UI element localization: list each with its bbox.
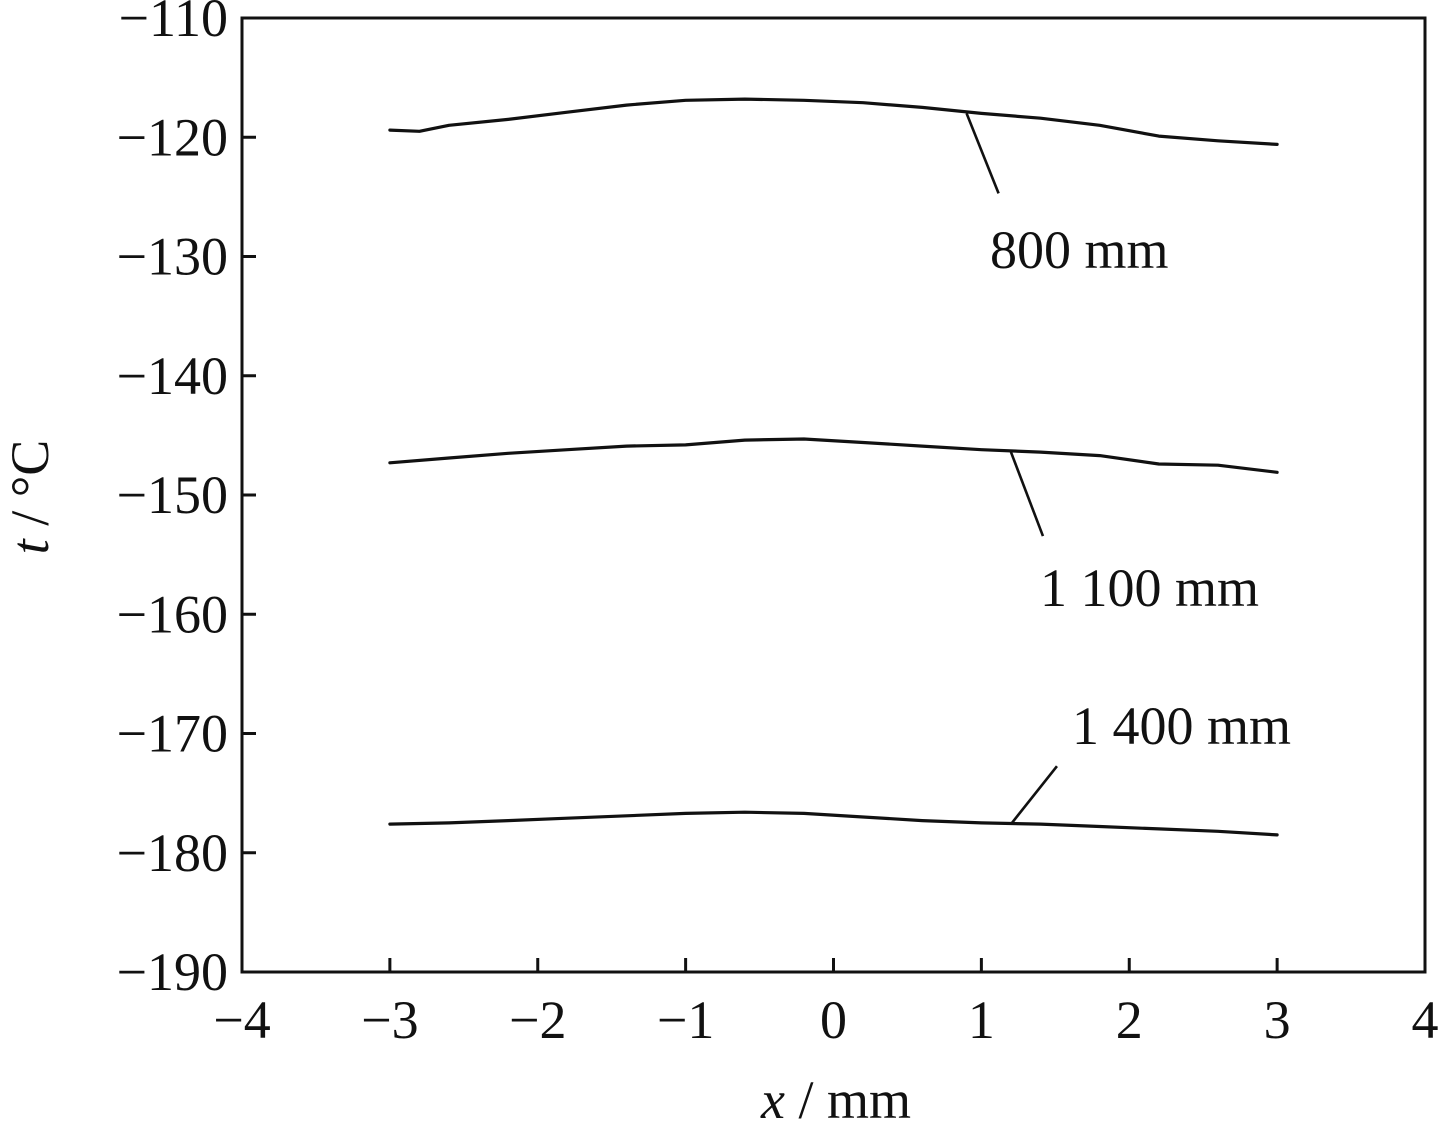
- series-line-1: [388, 97, 1279, 146]
- x-tick-label: 4: [1412, 990, 1439, 1050]
- ticks-layer: −4 −3 −2 −1 0 1 2 3 4 −190 −180 −170 −160 −150 −140 −13…: [117, 0, 1439, 1050]
- x-tick-label: −2: [509, 990, 566, 1050]
- y-tick-label: −140: [117, 346, 228, 406]
- series-leader-line: [1009, 451, 1045, 537]
- series-leader-line: [1009, 765, 1058, 825]
- series-label: 1 400 mm: [1072, 696, 1291, 756]
- y-tick-label: −170: [117, 704, 228, 764]
- y-tick-label: −110: [119, 0, 228, 48]
- y-tick-label: −190: [117, 942, 228, 1002]
- x-tick-label: 0: [820, 990, 847, 1050]
- series-layer: [388, 97, 1279, 837]
- x-tick-label: 2: [1116, 990, 1143, 1050]
- y-tick-label: −160: [117, 584, 228, 644]
- series-line-2: [388, 437, 1279, 474]
- x-tick-label: −3: [361, 990, 418, 1050]
- x-tick-label: 3: [1264, 990, 1291, 1050]
- series-label: 800 mm: [990, 220, 1169, 280]
- labels-layer: 800 mm 1 100 mm 1 400 mm: [965, 112, 1291, 825]
- series-line-3: [388, 810, 1279, 837]
- y-tick-label: −180: [117, 823, 228, 883]
- y-tick-label: −150: [117, 465, 228, 525]
- y-tick-label: −120: [117, 107, 228, 167]
- x-tick-label: 1: [968, 990, 995, 1050]
- x-axis-title: x / mm: [760, 1070, 911, 1127]
- y-axis-title: t / °C: [0, 440, 60, 555]
- series-leader-line: [965, 112, 1000, 194]
- x-tick-label: −4: [213, 990, 270, 1050]
- plot-frame: [240, 16, 1427, 974]
- series-label: 1 100 mm: [1040, 558, 1259, 618]
- x-tick-label: −1: [657, 990, 714, 1050]
- y-tick-label: −130: [117, 227, 228, 287]
